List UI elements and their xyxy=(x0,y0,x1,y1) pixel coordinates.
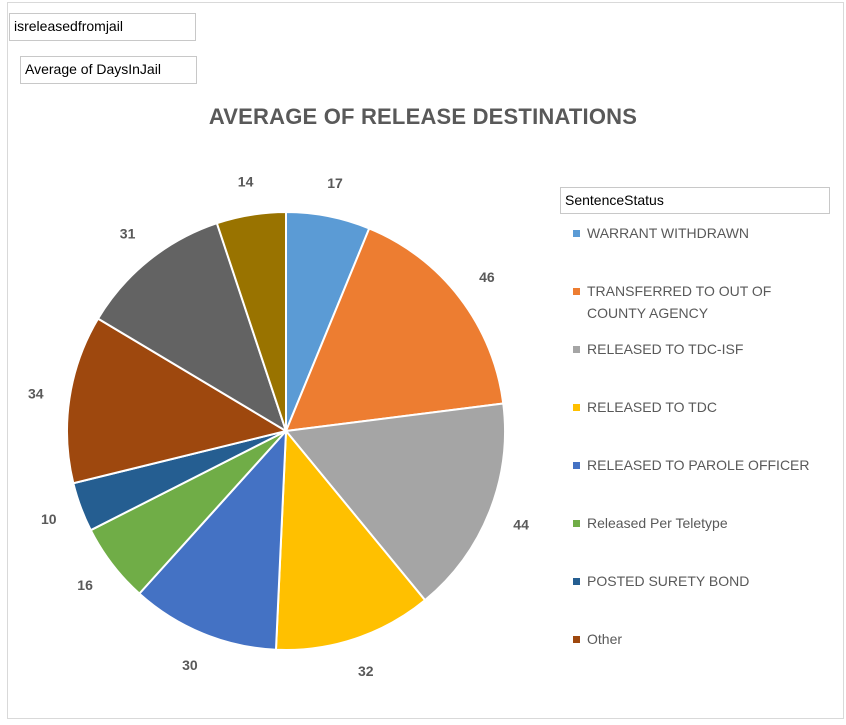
legend-swatch xyxy=(573,520,580,527)
data-label-9: 14 xyxy=(238,173,254,189)
legend-label: RELEASED TO PAROLE OFFICER xyxy=(587,454,832,476)
legend-swatch xyxy=(573,404,580,411)
data-label-4: 30 xyxy=(182,657,198,673)
legend-swatch xyxy=(573,636,580,643)
legend-label: RELEASED TO TDC xyxy=(587,396,832,418)
data-label-8: 31 xyxy=(120,226,136,242)
legend-label: RELEASED TO TDC-ISF xyxy=(587,338,832,360)
data-label-3: 32 xyxy=(358,663,374,679)
legend-label: POSTED SURETY BOND xyxy=(587,570,832,592)
legend-label: Other xyxy=(587,628,832,650)
data-label-0: 17 xyxy=(327,175,343,191)
data-label-7: 34 xyxy=(28,385,44,401)
data-label-6: 10 xyxy=(41,511,57,527)
legend-swatch xyxy=(573,346,580,353)
legend-swatch xyxy=(573,288,580,295)
legend-field-button[interactable]: SentenceStatus xyxy=(560,187,830,214)
legend-swatch xyxy=(573,578,580,585)
legend-swatch xyxy=(573,230,580,237)
legend-label: TRANSFERRED TO OUT OF COUNTY AGENCY xyxy=(587,280,832,324)
legend-label: Released Per Teletype xyxy=(587,512,832,534)
data-label-2: 44 xyxy=(513,517,529,533)
legend-swatch xyxy=(573,462,580,469)
legend-label: WARRANT WITHDRAWN xyxy=(587,222,832,244)
data-label-1: 46 xyxy=(479,269,495,285)
data-label-5: 16 xyxy=(77,577,93,593)
